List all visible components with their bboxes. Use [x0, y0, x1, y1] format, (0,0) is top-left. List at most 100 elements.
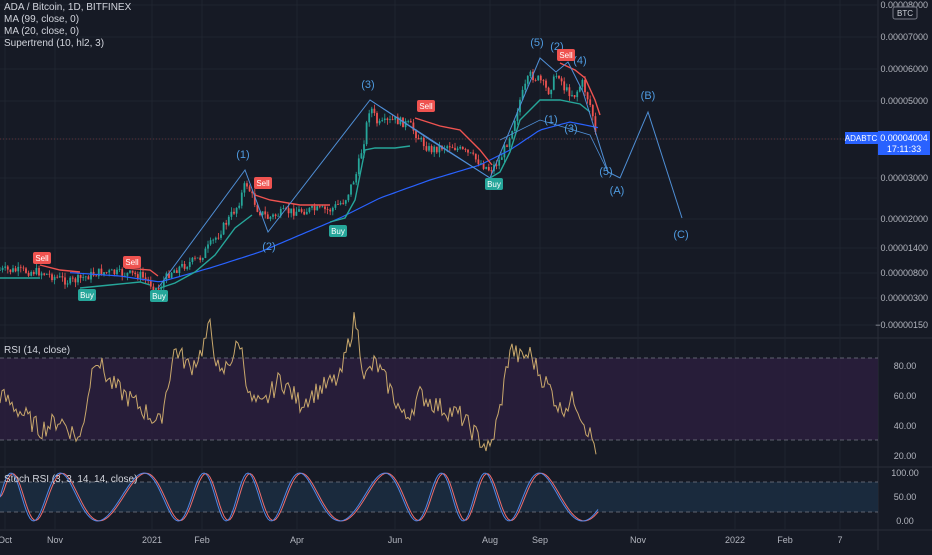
- indicator-ma99: MA (99, close, 0): [4, 14, 80, 25]
- candle-body: [537, 75, 540, 81]
- candle-body: [214, 237, 217, 240]
- candle-body: [69, 277, 72, 284]
- candle-body: [435, 146, 438, 153]
- candle-body: [186, 266, 189, 269]
- candle-body: [394, 116, 397, 120]
- candle-body: [576, 91, 579, 98]
- candle-body: [415, 130, 417, 139]
- candle-body: [360, 153, 363, 159]
- last-price-box: [878, 131, 930, 155]
- candle-body: [243, 183, 246, 193]
- candle-body: [292, 208, 295, 216]
- candle-body: [430, 146, 433, 153]
- symbol-title: ADA / Bitcoin, 1D, BITFINEX: [4, 2, 132, 13]
- candle-body: [121, 269, 124, 276]
- candle-body: [246, 183, 248, 187]
- candle-body: [64, 277, 66, 285]
- candle-body: [420, 137, 423, 140]
- candle-body: [482, 163, 485, 169]
- candle-body: [12, 268, 14, 272]
- candle-body: [277, 215, 280, 217]
- candle-body: [209, 240, 212, 245]
- candle-body: [591, 105, 594, 117]
- candle-body: [199, 257, 202, 260]
- candle-body: [396, 116, 399, 125]
- candle-body: [97, 268, 100, 277]
- candle-body: [383, 118, 386, 121]
- buy-signal-box: [485, 178, 503, 190]
- candle-body: [568, 87, 571, 97]
- candle-body: [521, 89, 524, 100]
- price-tick-label: 0.00001400: [880, 243, 928, 253]
- candle-body: [136, 274, 139, 279]
- rsi-label: RSI (14, close): [4, 345, 71, 356]
- candle-body: [66, 283, 69, 285]
- wave-label: (C): [673, 229, 688, 241]
- candle-body: [51, 274, 53, 281]
- buy-signal-box: [150, 290, 168, 302]
- rsi-band: [0, 358, 878, 440]
- candle-body: [134, 272, 137, 275]
- price-tick-label: −0.00000150: [875, 320, 928, 330]
- candle-body: [259, 211, 261, 216]
- candle-body: [477, 159, 480, 165]
- rsi-line: [0, 312, 597, 455]
- candle-body: [305, 211, 308, 215]
- candle-body: [433, 146, 436, 153]
- candle-body: [183, 263, 186, 269]
- candle-body: [485, 166, 488, 169]
- time-tick-label: Aug: [482, 535, 498, 545]
- buy-signal: Buy: [331, 227, 345, 236]
- candle-body: [446, 146, 449, 149]
- candle-body: [58, 276, 61, 278]
- candle-body: [506, 145, 508, 147]
- candle-body: [0, 269, 1, 271]
- candle-body: [103, 272, 105, 276]
- candle-body: [368, 113, 371, 123]
- candle-body: [116, 269, 118, 275]
- indicator-bands: [0, 357, 878, 513]
- price-tick-label: 0.00005000: [880, 96, 928, 106]
- candle-body: [225, 222, 228, 225]
- candle-body: [152, 286, 155, 291]
- candle-body: [508, 138, 511, 147]
- candle-body: [316, 206, 319, 211]
- sell-signal-box: [123, 256, 141, 268]
- candle-body: [279, 208, 282, 216]
- candle-body: [321, 206, 324, 208]
- candle-body: [4, 266, 7, 268]
- candle-body: [30, 271, 33, 276]
- candle-body: [552, 76, 555, 90]
- candle-body: [355, 174, 358, 183]
- candle-body: [290, 208, 293, 214]
- candle-body: [438, 145, 441, 153]
- wave-label: (3): [361, 79, 374, 91]
- stoch-label: Stoch RSI (3, 3, 14, 14, close): [4, 474, 138, 485]
- candle-body: [261, 211, 264, 216]
- candle-body: [565, 87, 568, 91]
- candle-body: [331, 207, 334, 212]
- candle-body: [230, 211, 233, 217]
- price-tick-label: 0.00006000: [880, 64, 928, 74]
- candle-body: [282, 208, 285, 209]
- candle-body: [43, 273, 46, 275]
- candle-body: [105, 272, 108, 274]
- candle-body: [456, 148, 459, 151]
- candle-body: [584, 79, 586, 93]
- ticker-tag-box: [845, 132, 878, 144]
- candle-body: [313, 206, 316, 211]
- indicator-ma20: MA (20, close, 0): [4, 26, 80, 37]
- candle-body: [162, 280, 165, 288]
- candle-body: [560, 78, 563, 82]
- candle-body: [526, 76, 529, 84]
- sell-signal: Sell: [125, 258, 139, 267]
- candle-body: [558, 75, 560, 79]
- candle-body: [399, 117, 402, 125]
- buy-signal-box: [78, 289, 96, 301]
- candle-body: [22, 267, 25, 269]
- price-tick-label: 0.00000800: [880, 268, 928, 278]
